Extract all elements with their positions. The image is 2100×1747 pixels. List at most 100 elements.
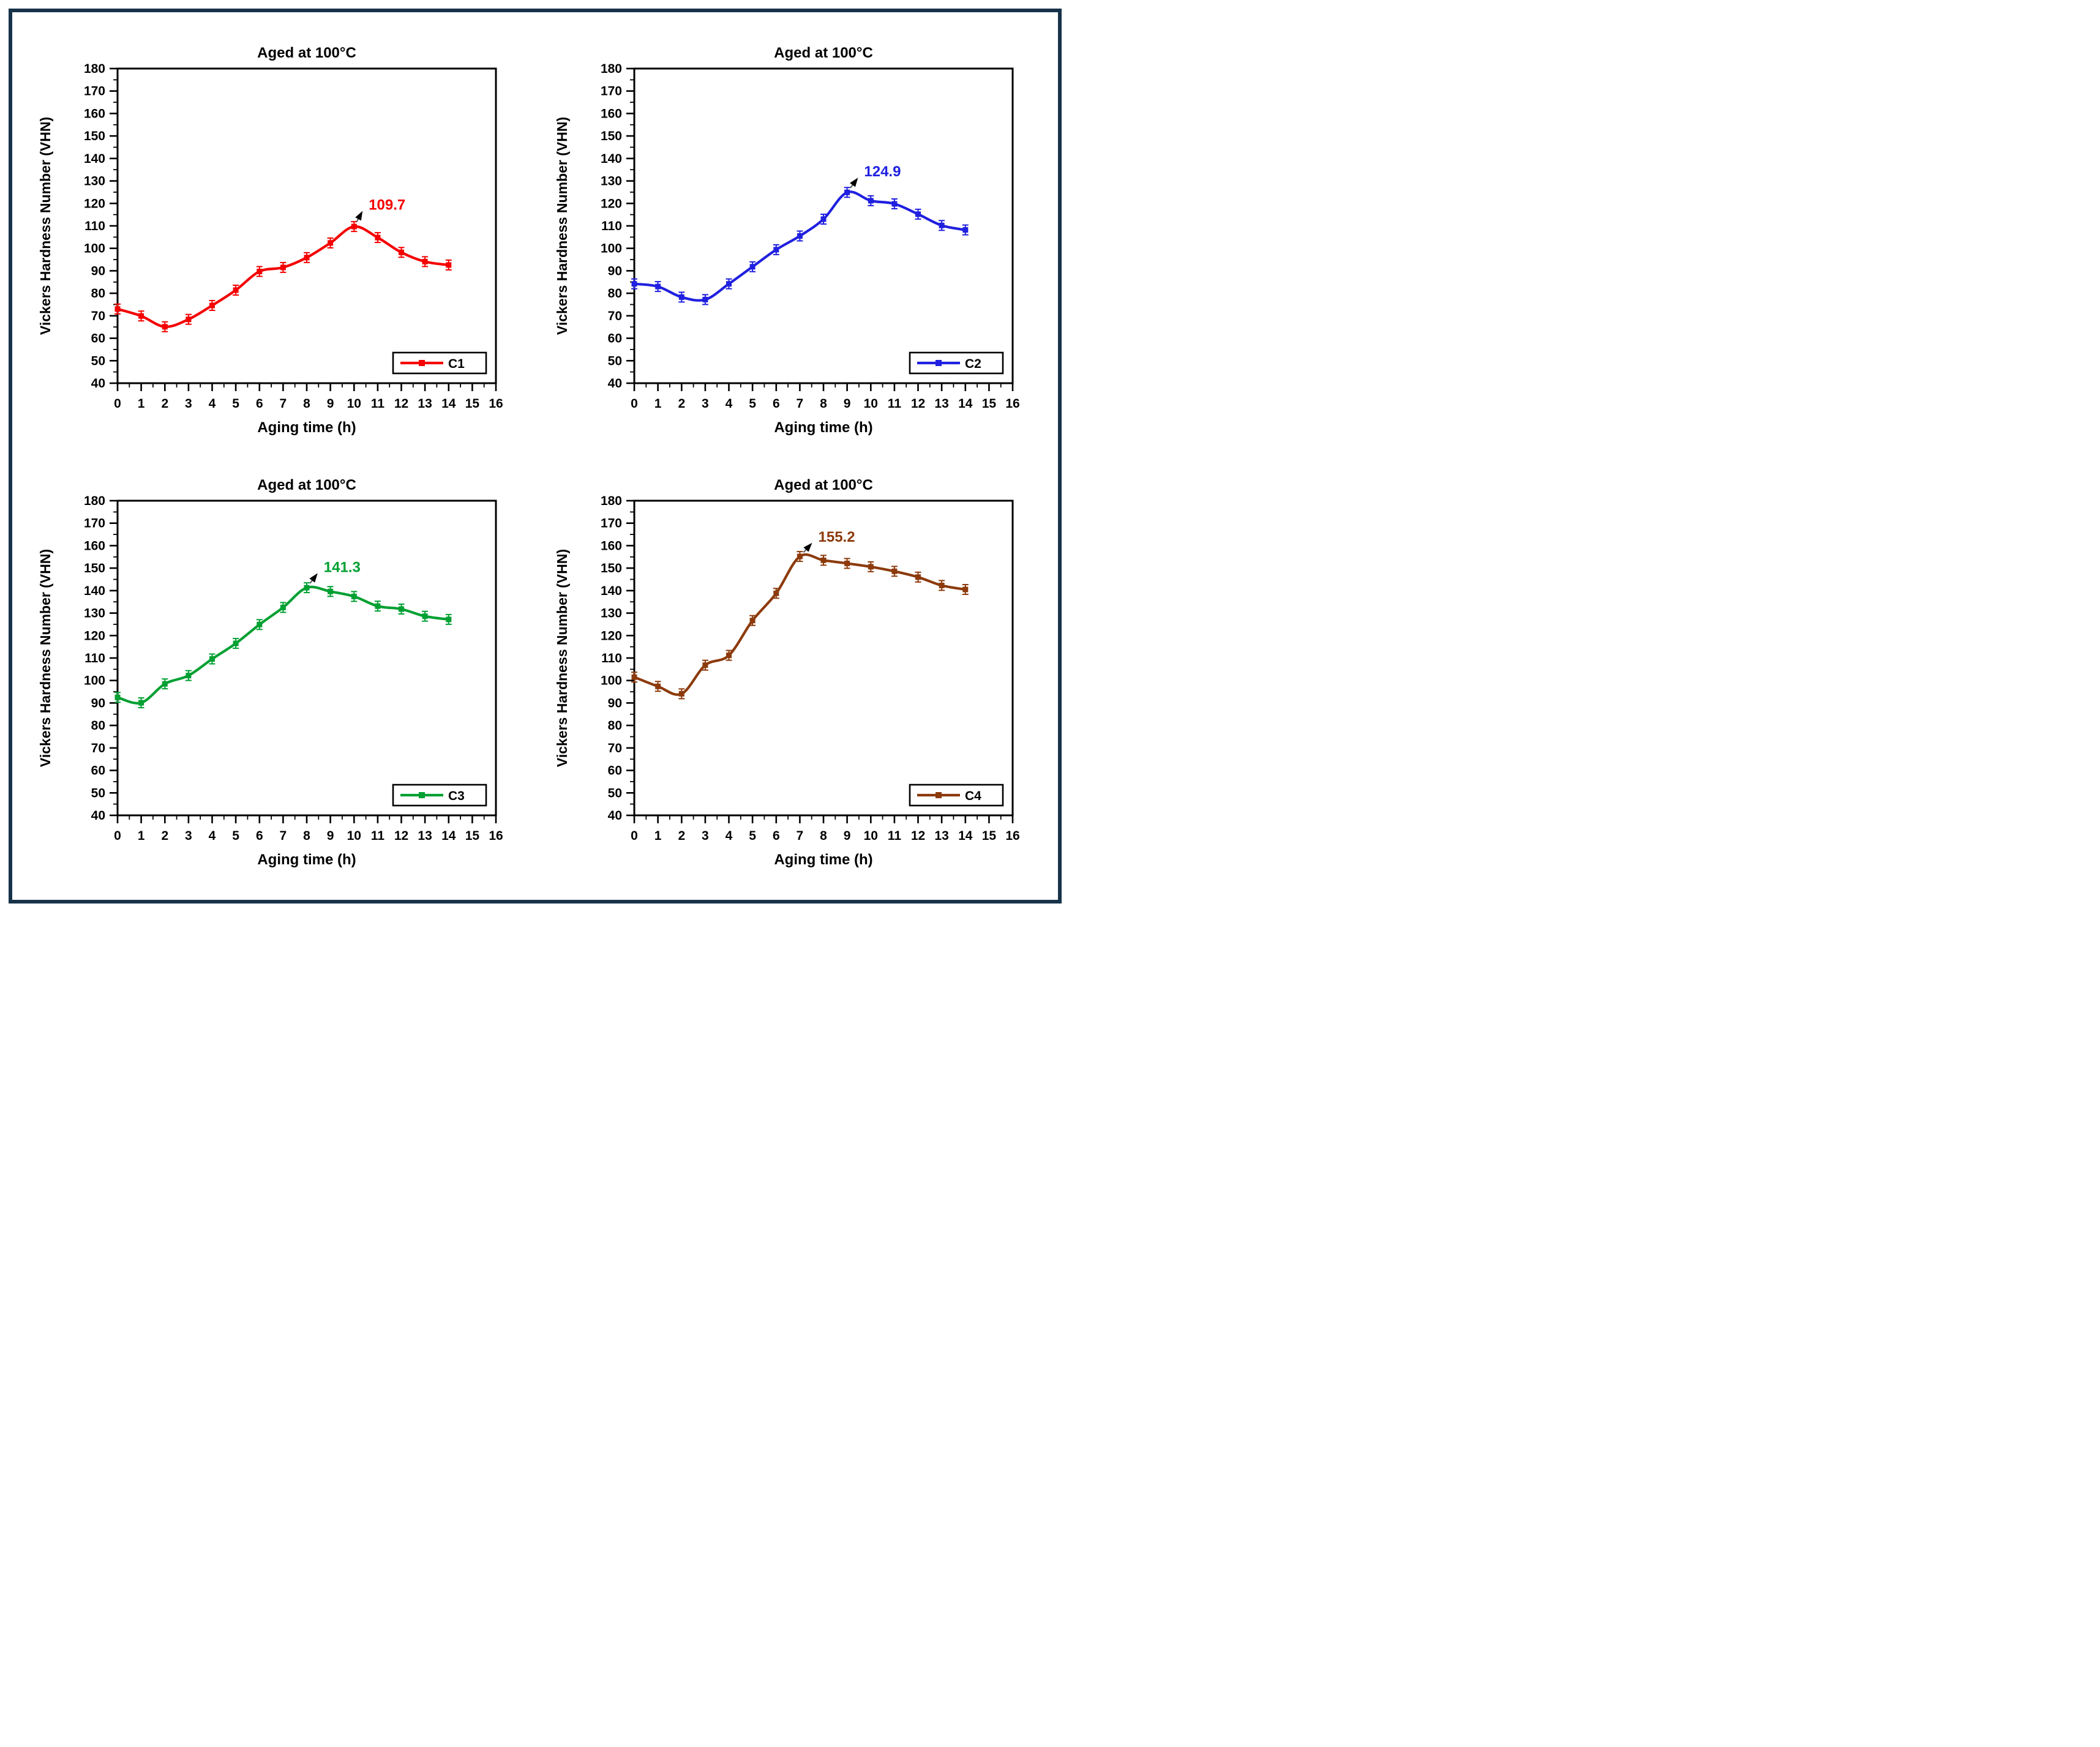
peak-annotation: 141.3	[324, 559, 361, 575]
chart-title: Aged at 100°C	[774, 477, 873, 493]
axis-ticks	[110, 499, 497, 823]
series-markers	[631, 187, 969, 305]
svg-text:140: 140	[601, 584, 622, 598]
plot-frame	[116, 67, 497, 384]
x-tick-labels: 0 1 2 3 4 5 6 7 8 9 10 11 12 13 14 15 16	[114, 397, 503, 411]
x-tick-labels: 0 1 2 3 4 5 6 7 8 9 10 11 12 13 14 15 16	[631, 829, 1020, 843]
legend-marker-swatch	[936, 792, 942, 798]
data-point	[257, 269, 263, 274]
svg-text:6: 6	[256, 397, 263, 411]
y-tick-labels: 40 50 60 70 80 90 100 110 120 130 140 150 160 170 180	[601, 494, 622, 823]
x-axis-label: Aging time (h)	[774, 851, 872, 868]
data-point	[797, 233, 803, 239]
series-line	[632, 190, 967, 302]
x-tick-labels: 0 1 2 3 4 5 6 7 8 9 10 11 12 13 14 15 16	[114, 829, 503, 843]
data-point	[186, 673, 192, 679]
svg-text:9: 9	[327, 829, 334, 843]
svg-text:90: 90	[608, 696, 622, 710]
data-point	[891, 201, 898, 207]
svg-text:160: 160	[84, 539, 105, 553]
svg-text:8: 8	[820, 829, 827, 843]
svg-text:60: 60	[608, 764, 622, 778]
svg-text:9: 9	[844, 829, 851, 843]
svg-text:170: 170	[84, 84, 105, 99]
svg-text:160: 160	[84, 107, 105, 121]
data-point	[375, 603, 381, 609]
peak-annotation: 155.2	[819, 529, 855, 545]
svg-text:100: 100	[601, 674, 622, 688]
svg-text:150: 150	[601, 129, 622, 143]
legend-label: C2	[965, 357, 981, 371]
legend-label: C3	[448, 789, 465, 803]
y-axis-label: Vickers Hardness Number (VHN)	[37, 117, 53, 335]
chart-c1-container: 0 1 2 3 4 5 6 7 8 9 10 11 12 13 14 15 16 40 50 60 70 80 90 100 1…	[26, 39, 528, 443]
svg-text:6: 6	[773, 397, 780, 411]
svg-text:120: 120	[84, 196, 105, 211]
data-point	[962, 227, 969, 233]
svg-text:5: 5	[232, 397, 239, 411]
svg-text:10: 10	[864, 397, 878, 411]
data-point	[233, 640, 239, 646]
axis-ticks	[626, 67, 1014, 391]
svg-text:110: 110	[84, 219, 105, 233]
svg-text:12: 12	[911, 397, 925, 411]
svg-text:80: 80	[608, 719, 622, 733]
svg-text:70: 70	[91, 309, 105, 323]
legend: C3	[392, 784, 487, 807]
svg-text:160: 160	[601, 107, 622, 121]
data-point	[328, 588, 334, 594]
data-point	[375, 234, 381, 241]
axis-ticks	[626, 499, 1014, 823]
data-point	[655, 283, 661, 290]
svg-text:4: 4	[726, 397, 733, 411]
y-tick-labels: 40 50 60 70 80 90 100 110 120 130 140 150 160 170 180	[84, 494, 105, 823]
chart-title: Aged at 100°C	[774, 45, 873, 61]
svg-text:60: 60	[608, 332, 622, 346]
legend: C1	[392, 351, 487, 375]
svg-text:3: 3	[185, 829, 192, 843]
svg-text:180: 180	[84, 62, 105, 76]
svg-text:4: 4	[209, 397, 216, 411]
data-point	[304, 255, 310, 261]
data-point	[422, 258, 428, 264]
svg-text:50: 50	[608, 354, 622, 368]
svg-text:140: 140	[84, 152, 105, 166]
svg-text:120: 120	[84, 629, 105, 643]
x-axis-label: Aging time (h)	[257, 419, 356, 436]
svg-text:40: 40	[91, 376, 105, 391]
svg-text:3: 3	[702, 829, 709, 843]
y-axis-label: Vickers Hardness Number (VHN)	[554, 117, 570, 335]
chart-c2-container: 0 1 2 3 4 5 6 7 8 9 10 11 12 13 14 15 16 40 50 60 70 80 90 100 1…	[542, 39, 1044, 443]
svg-text:7: 7	[280, 829, 287, 843]
data-point	[399, 606, 404, 612]
legend-label: C4	[965, 789, 981, 803]
svg-text:16: 16	[489, 829, 503, 843]
y-axis-label: Vickers Hardness Number (VHN)	[554, 549, 570, 767]
data-point	[868, 198, 874, 204]
data-point	[114, 306, 121, 312]
chart-c3: 0 1 2 3 4 5 6 7 8 9 10 11 12 13 14 15 164050607080901001…	[37, 477, 503, 868]
svg-text:12: 12	[911, 829, 925, 843]
svg-text:100: 100	[601, 242, 622, 256]
data-point	[962, 586, 969, 593]
svg-text:40: 40	[608, 809, 622, 823]
legend-marker-swatch	[419, 360, 425, 366]
svg-text:110: 110	[601, 651, 622, 665]
data-point	[702, 662, 708, 668]
data-point	[868, 564, 874, 570]
data-point	[749, 618, 756, 624]
chart-title: Aged at 100°C	[257, 477, 356, 493]
svg-text:0: 0	[114, 829, 121, 843]
svg-text:90: 90	[91, 696, 105, 710]
svg-text:15: 15	[982, 397, 997, 411]
x-tick-labels: 0 1 2 3 4 5 6 7 8 9 10 11 12 13 14 15 16	[631, 397, 1020, 411]
svg-text:0: 0	[631, 829, 638, 843]
svg-text:11: 11	[371, 829, 385, 843]
svg-text:150: 150	[84, 129, 105, 143]
svg-text:110: 110	[84, 651, 105, 665]
data-point	[939, 582, 945, 588]
svg-text:150: 150	[601, 561, 622, 575]
data-point	[114, 694, 121, 700]
svg-text:60: 60	[91, 764, 105, 778]
series-markers	[631, 551, 969, 700]
